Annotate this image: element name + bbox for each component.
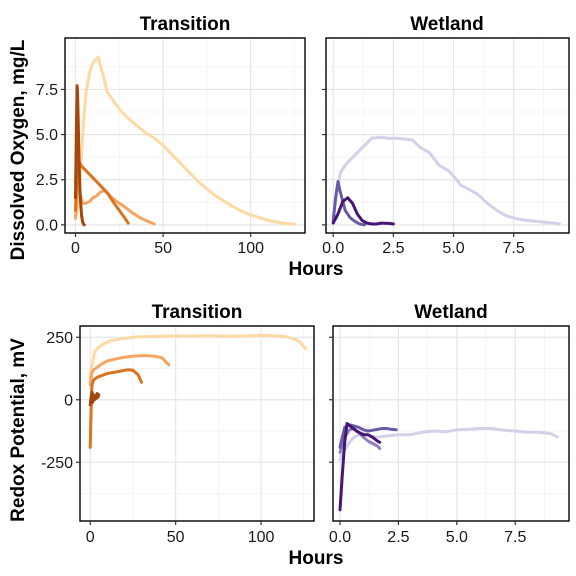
series-line-1 xyxy=(88,333,307,379)
y-tick-label: 0.0 xyxy=(36,217,58,234)
x-tick-label: 5.0 xyxy=(442,240,464,257)
panel-border xyxy=(332,325,570,522)
series-line-2 xyxy=(331,180,366,227)
x-tick-label: 2.5 xyxy=(387,529,409,546)
panel-do-wetland: 0.0 2.5 5.0 7.5 xyxy=(322,37,570,257)
x-tick-label: 0.0 xyxy=(322,240,344,257)
y-tick-label: 250 xyxy=(46,330,73,347)
y-axis-title-top: Dissolved Oxygen, mg/L xyxy=(8,39,29,260)
series-line-4 xyxy=(74,84,86,227)
panel-border xyxy=(64,37,306,234)
y-tick-label: 5.0 xyxy=(36,127,58,144)
y-tick-label: 7.5 xyxy=(36,82,58,99)
series-line-1 xyxy=(331,135,561,226)
x-tick-label: 2.5 xyxy=(382,240,404,257)
plot-background xyxy=(333,326,569,521)
x-axis-title-top: Hours xyxy=(289,259,344,280)
panel-redox-wetland: 0.0 2.5 5.0 7.5 xyxy=(329,325,570,546)
x-tick-label: 0.0 xyxy=(329,529,351,546)
panel-do-transition: 0 50 100 0.0 2.5 5.0 7.5 xyxy=(36,37,306,257)
y-tick-label: 2.5 xyxy=(36,172,58,189)
y-tick-label: 0 xyxy=(64,392,73,409)
panel-title-do-wetland: Wetland xyxy=(410,14,484,35)
x-tick-label: 50 xyxy=(154,240,172,257)
y-axis-title-bottom: Redox Potential, mV xyxy=(8,338,29,522)
x-tick-label: 0 xyxy=(71,240,80,257)
plot-background xyxy=(80,326,314,521)
panel-title-redox-transition: Transition xyxy=(152,302,243,323)
x-tick-label: 100 xyxy=(248,529,275,546)
panel-border xyxy=(79,325,315,522)
plot-background xyxy=(65,38,305,233)
x-tick-label: 100 xyxy=(237,240,264,257)
y-tick-label: -250 xyxy=(41,455,73,472)
x-tick-label: 0 xyxy=(86,529,95,546)
series-line-4 xyxy=(338,422,382,512)
panel-border xyxy=(325,37,570,234)
panel-title-redox-wetland: Wetland xyxy=(414,302,488,323)
series-line-1 xyxy=(338,427,559,462)
series-line-1 xyxy=(74,55,296,226)
x-tick-label: 50 xyxy=(167,529,185,546)
x-tick-label: 5.0 xyxy=(446,529,468,546)
x-tick-label: 7.5 xyxy=(504,529,526,546)
series-line-2 xyxy=(88,354,171,387)
plot-background xyxy=(326,38,569,233)
panel-redox-transition: 0 50 100 -250 0 250 xyxy=(41,325,315,546)
panel-title-do-transition: Transition xyxy=(140,14,231,35)
series-line-3 xyxy=(331,196,395,226)
x-tick-label: 7.5 xyxy=(503,240,525,257)
x-axis-title-bottom: Hours xyxy=(289,548,344,569)
series-line-4 xyxy=(88,390,101,407)
